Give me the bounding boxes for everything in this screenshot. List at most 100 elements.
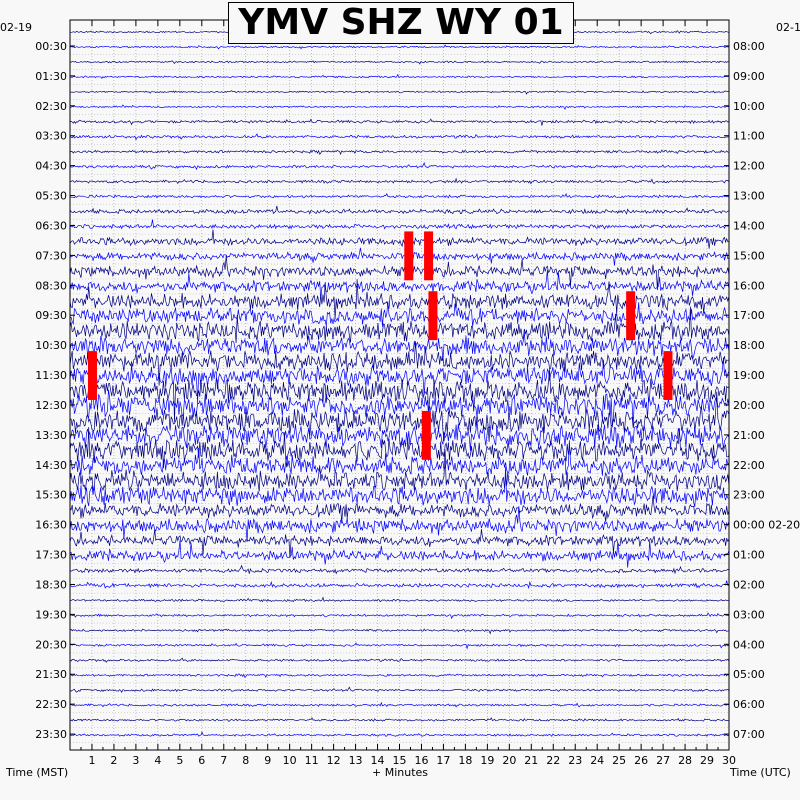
clip-marker (663, 351, 673, 400)
left-tick-label: 22:30 (35, 698, 67, 711)
left-tick-label: 21:30 (35, 668, 67, 681)
x-tick-label: 30 (722, 754, 736, 767)
trace-row (69, 118, 730, 126)
clip-marker (421, 410, 431, 460)
right-tick-label: 17:00 (733, 309, 765, 322)
x-tick-label: 23 (568, 754, 582, 767)
trace-row (69, 306, 730, 344)
trace-row (69, 673, 730, 679)
left-tick-label: 10:30 (35, 339, 67, 352)
clip-marker (626, 291, 636, 341)
seismic-traces (69, 29, 730, 737)
right-tick-label: 14:00 (733, 219, 765, 232)
trace-row (69, 440, 730, 477)
x-tick-label: 2 (110, 754, 117, 767)
x-tick-label: 20 (502, 754, 516, 767)
left-tick-label: 13:30 (35, 429, 67, 442)
x-tick-label: 24 (590, 754, 604, 767)
x-tick-label: 16 (414, 754, 428, 767)
x-tick-label: 15 (393, 754, 407, 767)
trace-row (69, 90, 729, 95)
trace-row (69, 133, 729, 141)
x-tick-label: 17 (436, 754, 450, 767)
trace-row (69, 564, 730, 575)
trace-row (69, 389, 730, 428)
x-tick-label: 7 (220, 754, 227, 767)
x-tick-label: 10 (283, 754, 297, 767)
trace-row (69, 596, 729, 603)
right-tick-label: 00:00 02-20 (733, 519, 800, 532)
x-tick-label: 29 (700, 754, 714, 767)
trace-row (69, 149, 729, 156)
x-tick-label: 22 (546, 754, 560, 767)
left-tick-label: 11:30 (35, 369, 67, 382)
right-tick-label: 21:00 (733, 429, 765, 442)
right-tick-label: 18:00 (733, 339, 765, 352)
right-tick-label: 09:00 (733, 70, 765, 83)
trace-row (69, 369, 730, 423)
right-tick-label: 01:00 (733, 549, 765, 562)
left-time-labels: 00:30 01:30 02:30 03:30 04:30 05:30 06:30 07:30… (35, 40, 67, 741)
right-tick-label: 02:00 (733, 578, 765, 591)
trace-row (69, 495, 730, 524)
trace-row (69, 193, 730, 199)
left-tick-label: 20:30 (35, 638, 67, 651)
x-tick-label: 19 (480, 754, 494, 767)
left-tick-label: 18:30 (35, 578, 67, 591)
x-tick-label: 4 (154, 754, 161, 767)
trace-row (69, 255, 730, 291)
trace-row (69, 279, 730, 320)
left-tick-label: 01:30 (35, 70, 67, 83)
x-tick-label: 5 (176, 754, 183, 767)
x-axis-label: + Minutes (372, 766, 429, 779)
right-tick-label: 05:00 (733, 668, 765, 681)
trace-row (69, 247, 730, 266)
trace-row (69, 529, 730, 558)
trace-row (69, 449, 730, 492)
clip-marker (404, 231, 414, 281)
left-tick-label: 03:30 (35, 130, 67, 143)
trace-row (69, 642, 730, 650)
trace-row (69, 177, 730, 185)
x-tick-label: 9 (264, 754, 271, 767)
trace-row (69, 731, 730, 737)
trace-row (69, 357, 730, 403)
x-tick-label: 6 (198, 754, 205, 767)
x-tick-label: 18 (458, 754, 472, 767)
left-tick-label: 09:30 (35, 309, 67, 322)
trace-row (69, 332, 730, 361)
x-tick-label: 27 (656, 754, 670, 767)
trace-row (69, 701, 730, 708)
trace-row (69, 162, 730, 171)
right-tick-label: 06:00 (733, 698, 765, 711)
x-tick-label: 1 (88, 754, 95, 767)
x-tick-label: 8 (242, 754, 249, 767)
grid-lines (69, 20, 730, 750)
left-axis-label: Time (MST) (6, 766, 69, 779)
right-tick-label: 23:00 (733, 489, 765, 502)
x-tick-label: 21 (524, 754, 538, 767)
right-tick-label: 11:00 (733, 130, 765, 143)
left-tick-label: 00:30 (35, 40, 67, 53)
left-tick-label: 14:30 (35, 459, 67, 472)
left-tick-label: 06:30 (35, 219, 67, 232)
trace-row (69, 73, 729, 80)
trace-row (69, 612, 729, 620)
left-tick-label: 04:30 (35, 160, 67, 173)
trace-row (69, 540, 730, 568)
right-tick-label: 04:00 (733, 638, 765, 651)
clipped-markers (87, 231, 673, 460)
right-tick-label: 20:00 (733, 399, 765, 412)
trace-row (69, 219, 730, 230)
left-tick-label: 16:30 (35, 519, 67, 532)
axis-ticks (69, 20, 730, 750)
right-tick-label: 12:00 (733, 160, 765, 173)
trace-row (69, 229, 730, 249)
chart-title: YMV SHZ WY 01 (228, 2, 574, 44)
x-tick-label: 26 (634, 754, 648, 767)
plot-frame (69, 19, 730, 751)
trace-row (69, 205, 729, 215)
right-tick-label: 10:00 (733, 100, 765, 113)
left-tick-label: 15:30 (35, 489, 67, 502)
